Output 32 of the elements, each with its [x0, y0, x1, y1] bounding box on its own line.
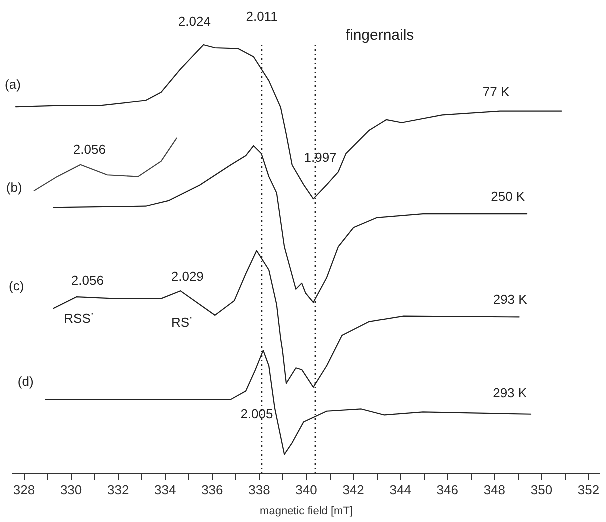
x-tick-label: 334: [154, 482, 176, 498]
annotation: 2.056: [73, 142, 106, 157]
annotation: RS˙: [171, 315, 194, 330]
x-tick-label: 352: [578, 482, 600, 498]
annotation: 250 K: [491, 189, 526, 204]
x-tick-label: 350: [530, 482, 553, 498]
x-tick-label: 344: [390, 482, 412, 498]
annotation: RSS˙: [64, 311, 96, 326]
annotation: 293 K: [493, 385, 528, 400]
annotation: 293 K: [493, 292, 528, 308]
x-tick-label: 332: [107, 482, 130, 498]
annotation: 1.997: [304, 150, 337, 166]
chart-title: fingernails: [346, 27, 414, 44]
x-tick-label: 346: [436, 482, 458, 498]
x-tick-label: 348: [484, 482, 506, 498]
annotation: 77 K: [482, 84, 510, 100]
annotation: 2.011: [246, 9, 278, 24]
x-tick-label: 330: [60, 482, 82, 498]
annotation: 2.056: [71, 273, 104, 288]
x-tick-label: 328: [13, 482, 36, 498]
annotation: (d): [18, 374, 34, 389]
x-tick-label: 342: [342, 482, 364, 498]
annotation: 2.024: [178, 14, 211, 29]
x-tick-label: 340: [296, 482, 318, 498]
annotation: (b): [6, 180, 22, 195]
x-tick-label: 336: [202, 482, 224, 498]
annotation: (a): [5, 77, 21, 92]
annotation: 2.005: [240, 406, 274, 422]
x-tick-label: 338: [248, 482, 270, 498]
annotation: (c): [9, 278, 24, 294]
x-axis-title: magnetic field [mT]: [260, 506, 353, 518]
annotation: 2.029: [171, 269, 204, 284]
